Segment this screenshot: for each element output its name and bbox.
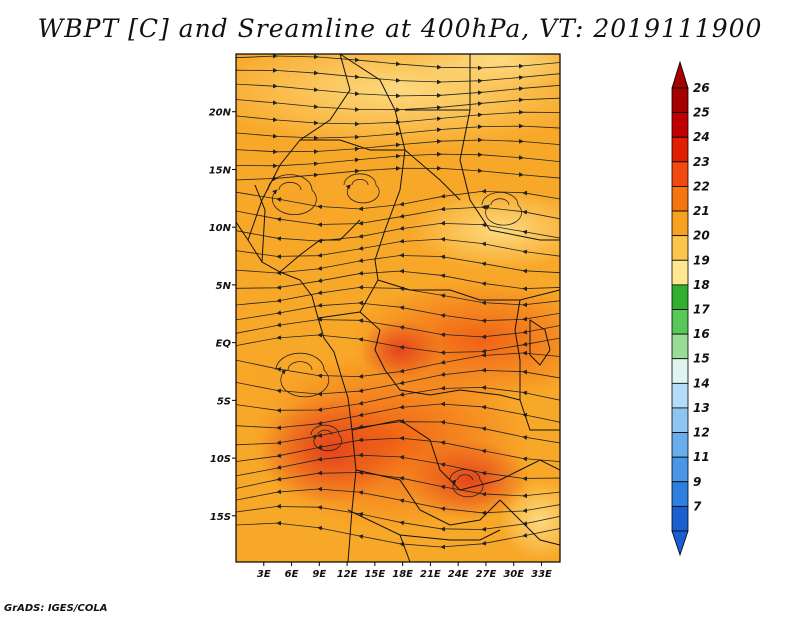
colorbar-swatch — [671, 284, 689, 310]
lat-tick-label: 5N — [216, 281, 232, 292]
lon-tick-label: 33E — [531, 569, 552, 580]
lon-tick-label: 21E — [420, 569, 441, 580]
streamline-eddy — [490, 198, 510, 206]
colorbar-swatch — [671, 481, 689, 507]
streamline-eddy — [351, 179, 369, 186]
colorbar-swatch — [671, 358, 689, 384]
colorbar-swatch — [671, 87, 689, 114]
streamline-eddy — [310, 424, 343, 452]
grads-credit: GrADS: IGES/COLA — [4, 603, 108, 614]
streamline — [236, 165, 560, 181]
colorbar-label: 22 — [693, 179, 710, 193]
colorbar: 26 25 24 23 22 21 20 19 18 17 16 15 14 13 12 11 9 7 — [671, 60, 710, 557]
colorbar-swatch — [671, 456, 689, 483]
colorbar-bottom-arrow — [671, 530, 689, 557]
colorbar-label: 24 — [693, 130, 710, 144]
colorbar-label: 14 — [693, 376, 710, 390]
streamline-eddy — [457, 474, 473, 481]
colorbar-label: 18 — [693, 278, 710, 292]
streamline-eddy — [267, 174, 317, 215]
colorbar-label: 9 — [693, 475, 701, 489]
lon-tick-label: 18E — [392, 569, 413, 580]
lat-tick-label: 10S — [210, 454, 231, 465]
colorbar-swatch — [671, 309, 689, 335]
streamline — [236, 520, 560, 550]
colorbar-swatch — [671, 382, 689, 409]
lon-tick-label: 6E — [285, 569, 299, 580]
colorbar-label: 7 — [693, 499, 702, 513]
lon-tick-label: 12E — [337, 569, 358, 580]
colorbar-swatch — [671, 333, 689, 360]
streamline — [236, 109, 560, 127]
colorbar-label: 17 — [693, 303, 710, 317]
lat-tick-label: 20N — [209, 108, 232, 119]
colorbar-swatch — [671, 186, 689, 212]
colorbar-top-arrow — [671, 60, 689, 89]
colorbar-label: 12 — [693, 426, 710, 440]
streamline — [236, 188, 560, 212]
colorbar-swatch — [671, 407, 689, 433]
streamline — [236, 332, 560, 356]
colorbar-label: 21 — [693, 204, 710, 218]
streamline — [236, 123, 560, 141]
streamline — [236, 83, 560, 99]
colorbar-label: 11 — [693, 450, 710, 464]
lat-tick-label: EQ — [216, 339, 232, 350]
streamline — [236, 67, 560, 85]
streamline-eddy — [287, 361, 313, 371]
latitude-ticks: 20N 15N 10N 5N EQ 5S 10S 15S — [209, 108, 236, 523]
map-title: WBPT [C] and Sreamline at 400hPa, VT: 20… — [37, 14, 763, 43]
colorbar-label: 13 — [693, 401, 710, 415]
lat-tick-label: 15S — [210, 512, 231, 523]
lat-tick-label: 10N — [209, 223, 232, 234]
colorbar-swatch — [671, 259, 689, 286]
streamline — [236, 151, 560, 169]
lat-tick-label: 5S — [217, 396, 231, 407]
streamline-eddy — [317, 429, 333, 436]
streamline-eddy — [278, 181, 302, 191]
lon-tick-label: 30E — [503, 569, 524, 580]
colorbar-swatch — [671, 161, 689, 187]
plot-frame — [235, 53, 561, 563]
colorbar-swatch — [671, 136, 689, 163]
colorbar-label: 20 — [693, 229, 710, 243]
lon-tick-label: 27E — [476, 569, 497, 580]
colorbar-label: 15 — [693, 352, 710, 366]
streamline-eddy — [275, 352, 330, 398]
streamline — [236, 97, 560, 113]
colorbar-label: 16 — [693, 327, 710, 341]
streamline-eddy — [343, 173, 380, 204]
colorbar-swatch — [671, 505, 689, 532]
streamline — [236, 54, 560, 71]
colorbar-label: 25 — [693, 106, 710, 120]
country-borders — [236, 54, 560, 562]
colorbar-swatch — [671, 210, 689, 237]
colorbar-label: 19 — [693, 253, 710, 267]
colorbar-label: 26 — [693, 81, 710, 95]
longitude-ticks: 3E 6E 9E 12E 15E 18E 21E 24E 27E 30E 33E — [257, 562, 552, 580]
lon-tick-label: 15E — [364, 569, 385, 580]
streamline-eddy — [481, 192, 522, 226]
colorbar-swatch — [671, 112, 689, 138]
lon-tick-label: 24E — [448, 569, 469, 580]
lat-tick-label: 15N — [209, 165, 232, 176]
streamline — [236, 204, 560, 228]
lon-tick-label: 9E — [312, 569, 326, 580]
colorbar-swatch — [671, 235, 689, 261]
colorbar-swatch — [671, 432, 689, 458]
lon-tick-label: 3E — [257, 569, 271, 580]
colorbar-label: 23 — [693, 155, 710, 169]
